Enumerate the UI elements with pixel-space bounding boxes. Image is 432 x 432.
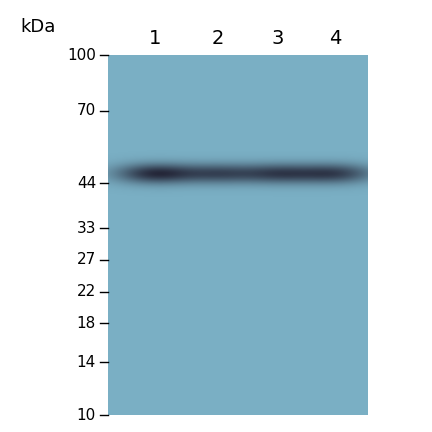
Text: 1: 1 — [149, 29, 161, 48]
Text: 70: 70 — [77, 103, 96, 118]
Text: 2: 2 — [212, 29, 224, 48]
Text: 33: 33 — [76, 221, 96, 236]
Text: 44: 44 — [77, 176, 96, 191]
Text: 3: 3 — [272, 29, 284, 48]
Text: 22: 22 — [77, 284, 96, 299]
Text: kDa: kDa — [20, 18, 55, 36]
Text: 27: 27 — [77, 252, 96, 267]
Text: 4: 4 — [329, 29, 341, 48]
Text: 14: 14 — [77, 355, 96, 370]
Text: 18: 18 — [77, 316, 96, 330]
Text: 10: 10 — [77, 407, 96, 422]
Bar — [108, 55, 368, 415]
Text: 100: 100 — [67, 48, 96, 63]
